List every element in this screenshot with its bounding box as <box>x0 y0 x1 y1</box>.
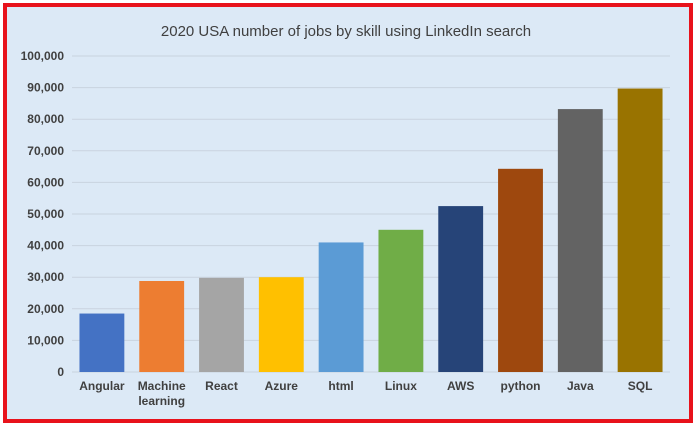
bar <box>79 313 125 372</box>
y-tick-label: 30,000 <box>27 270 64 284</box>
y-tick-label: 100,000 <box>21 49 65 63</box>
y-tick-label: 10,000 <box>27 333 64 347</box>
x-tick-label: React <box>205 379 238 393</box>
y-axis: 0 10,000 20,000 30,000 40,000 50,000 60,000 70,… <box>21 49 65 379</box>
x-tick-label: html <box>328 379 353 393</box>
bar <box>318 242 364 372</box>
y-tick-label: 40,000 <box>27 239 64 253</box>
y-tick-label: 0 <box>57 365 64 379</box>
bar <box>498 168 543 372</box>
x-tick-label: Azure <box>265 379 299 393</box>
bars <box>79 88 663 372</box>
chart-title: 2020 USA number of jobs by skill using L… <box>161 23 531 40</box>
x-tick-label: Angular <box>79 379 125 393</box>
y-tick-label: 20,000 <box>27 302 64 316</box>
x-tick-label: SQL <box>628 379 653 393</box>
y-tick-label: 60,000 <box>27 175 64 189</box>
x-tick-label: Machine learning <box>138 379 186 408</box>
bar <box>378 229 424 372</box>
bar <box>199 277 244 372</box>
x-tick-label: python <box>501 379 541 393</box>
x-tick-label: Java <box>567 379 594 393</box>
y-tick-label: 90,000 <box>27 81 64 95</box>
y-tick-label: 80,000 <box>27 112 64 126</box>
x-axis: Angular Machine learning React Azure html Linu… <box>79 379 652 408</box>
bar <box>557 109 603 372</box>
bar <box>617 88 663 372</box>
bar <box>258 277 304 372</box>
y-tick-label: 70,000 <box>27 144 64 158</box>
x-tick-label: AWS <box>447 379 474 393</box>
bar <box>139 280 185 372</box>
y-tick-label: 50,000 <box>27 207 64 221</box>
x-tick-label: Linux <box>385 379 417 393</box>
bar <box>438 206 484 372</box>
